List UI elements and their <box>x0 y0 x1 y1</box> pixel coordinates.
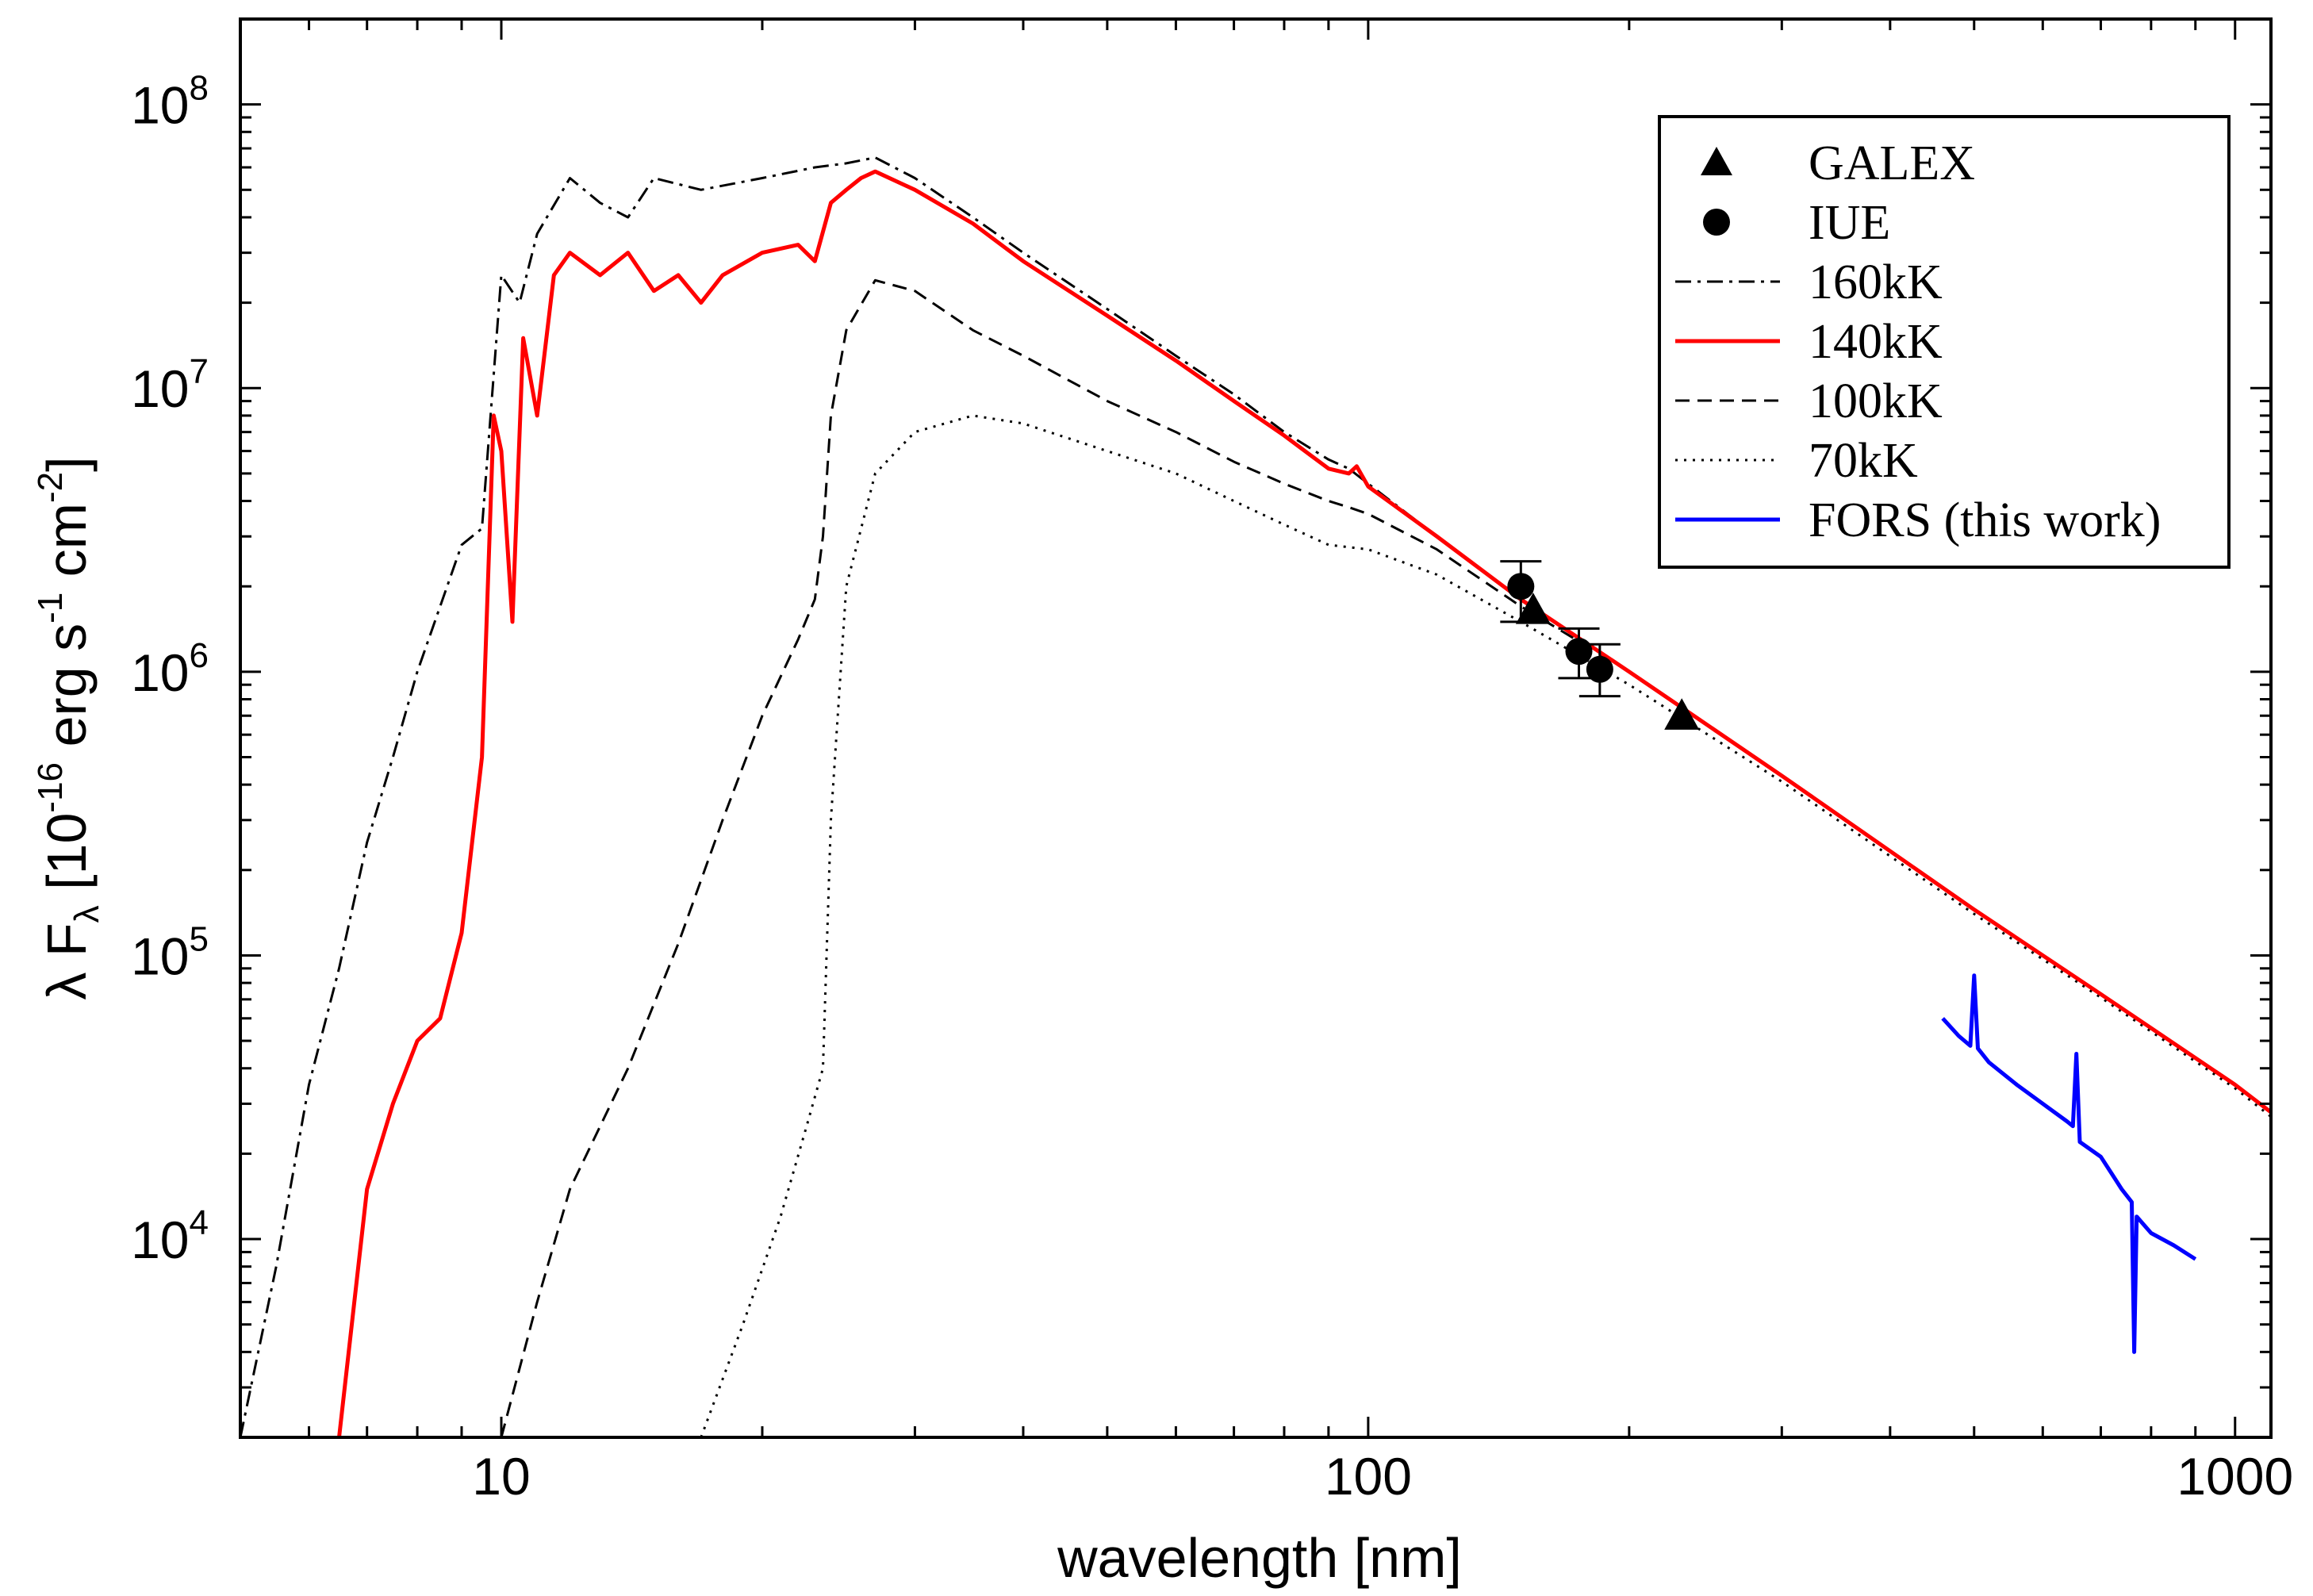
plot-frame <box>239 17 2273 1439</box>
series-line-140kk <box>337 169 2271 1437</box>
legend-label: FORS (this work) <box>1809 493 2161 547</box>
legend-label: IUE <box>1809 196 1890 250</box>
marker-layer <box>1500 560 1700 730</box>
legend-box <box>1658 115 2231 569</box>
galex-point-2 <box>1664 698 1700 730</box>
iue-point-3 <box>1586 655 1613 683</box>
y-axis-title: λ Fλ [10-16 erg s-1 cm-2] <box>31 456 106 999</box>
series-line-fors <box>1941 973 2197 1354</box>
y-axis-title-s-exp: -1 <box>31 593 70 623</box>
y-tick-label: 105 <box>131 919 209 985</box>
iue-point-2 <box>1565 638 1593 666</box>
legend-label: 160kK <box>1809 255 1943 309</box>
x-axis-title: wavelength [nm] <box>1057 1527 1462 1589</box>
y-tick-label: 108 <box>131 69 209 135</box>
series-layer <box>240 156 2271 1437</box>
legend-label: 70kK <box>1809 434 1918 488</box>
legend-label: 140kK <box>1809 315 1943 369</box>
legend-swatch-circle <box>1703 209 1730 236</box>
legend-swatch-triangle <box>1701 147 1732 175</box>
x-tick-label: 100 <box>1325 1447 1412 1506</box>
y-axis-title-erg: erg s <box>36 623 98 762</box>
y-axis-title-sub: λ <box>67 905 106 923</box>
y-tick-label: 104 <box>131 1203 209 1269</box>
y-axis-title-exp: -16 <box>31 762 70 813</box>
y-axis-title-cm: cm <box>36 503 98 593</box>
y-tick-label: 106 <box>131 636 209 702</box>
tick-layer: 10 100 1000 104 105 106 107 108 <box>131 17 2293 1506</box>
y-tick-label: 107 <box>131 352 209 418</box>
y-axis-title-open: [10 <box>36 813 98 906</box>
y-axis-title-close: ] <box>36 456 98 471</box>
galex-point-1 <box>1515 593 1551 624</box>
legend-label: GALEX <box>1809 136 1975 190</box>
x-tick-label: 10 <box>472 1447 530 1506</box>
x-tick-label: 1000 <box>2177 1447 2293 1506</box>
legend-label: 100kK <box>1809 374 1943 428</box>
y-axis-title-base: λ F <box>36 923 98 999</box>
iue-point-1 <box>1507 573 1535 600</box>
y-axis-title-cm-exp: -2 <box>31 472 70 503</box>
